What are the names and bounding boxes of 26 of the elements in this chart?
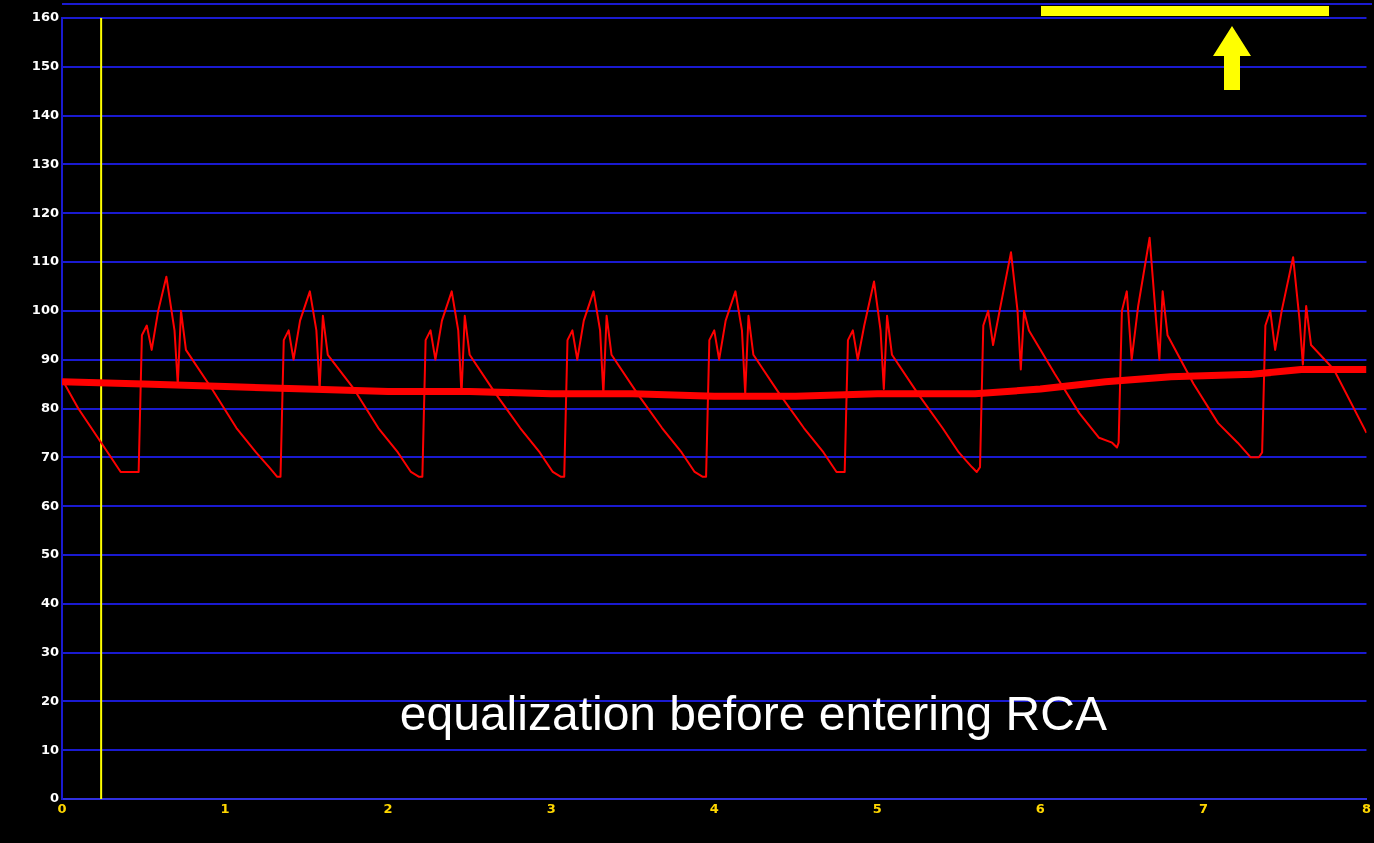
x-tick-label: 4 bbox=[709, 801, 719, 817]
y-tick-label: 70 bbox=[40, 448, 59, 464]
y-tick-label: 100 bbox=[31, 302, 59, 318]
y-tick-label: 20 bbox=[40, 692, 59, 708]
x-tick-label: 3 bbox=[546, 801, 556, 817]
y-tick-label: 40 bbox=[40, 595, 59, 611]
x-tick-label: 6 bbox=[1035, 801, 1045, 817]
x-tick-label: 8 bbox=[1361, 801, 1371, 817]
y-tick-label: 110 bbox=[31, 253, 59, 269]
x-tick-label: 2 bbox=[383, 801, 393, 817]
y-tick-label: 30 bbox=[40, 643, 59, 659]
y-tick-label: 130 bbox=[31, 155, 59, 171]
x-tick-label: 5 bbox=[872, 801, 882, 817]
y-tick-label: 0 bbox=[49, 790, 59, 806]
y-tick-label: 120 bbox=[31, 204, 59, 220]
x-tick-label: 7 bbox=[1198, 801, 1208, 817]
y-tick-label: 140 bbox=[31, 107, 59, 122]
y-tick-label: 10 bbox=[40, 741, 59, 757]
x-tick-label: 1 bbox=[220, 801, 230, 817]
y-tick-label: 60 bbox=[40, 497, 59, 513]
y-tick-label: 150 bbox=[31, 58, 59, 74]
y-tick-label: 90 bbox=[40, 351, 59, 367]
y-tick-label: 160 bbox=[31, 9, 59, 25]
annotation: equalization before entering RCA bbox=[399, 687, 1107, 741]
y-tick-label: 50 bbox=[40, 546, 59, 562]
y-tick-label: 80 bbox=[40, 399, 59, 415]
